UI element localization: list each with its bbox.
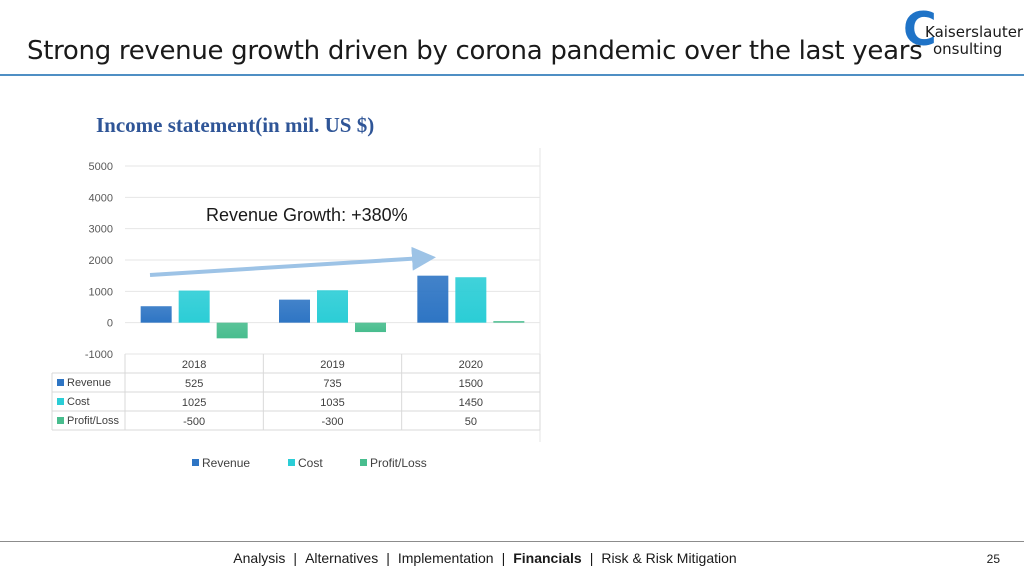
bar-cost-2019 — [317, 290, 348, 323]
y-tick-label: 4000 — [89, 192, 113, 204]
footer-divider — [0, 541, 1024, 542]
page-number: 25 — [986, 552, 1000, 566]
footer-separator: | — [386, 550, 390, 566]
bar-revenue-2019 — [279, 299, 310, 323]
legend-label: Profit/Loss — [370, 456, 427, 470]
table-legend-key-cost — [57, 398, 64, 405]
legend-key-revenue — [192, 459, 199, 466]
bar-profit-loss-2019 — [355, 322, 386, 333]
title-divider — [0, 74, 1024, 76]
table-legend-key-profit-loss — [57, 417, 64, 424]
footer-nav-financials[interactable]: Financials — [513, 550, 582, 566]
bar-revenue-2020 — [417, 275, 449, 323]
legend-label: Cost — [298, 456, 323, 470]
footer-nav-alternatives[interactable]: Alternatives — [305, 550, 379, 566]
table-header-cell: 2020 — [459, 359, 483, 371]
table-row-label: Revenue — [67, 377, 111, 389]
footer-nav-implementation[interactable]: Implementation — [397, 550, 494, 566]
legend-label: Revenue — [202, 456, 250, 470]
table-value-cell: 50 — [465, 416, 477, 428]
growth-arrow — [149, 246, 436, 277]
footer-separator: | — [501, 550, 506, 566]
table-value-cell: 1500 — [459, 378, 483, 390]
logo-letter: C — [903, 2, 937, 56]
footer-nav-risk-risk-mitigation[interactable]: Risk & Risk Mitigation — [601, 550, 737, 566]
y-tick-label: 3000 — [89, 224, 113, 236]
table-header-cell: 2018 — [182, 359, 206, 371]
bar-cost-2020 — [455, 277, 487, 323]
table-value-cell: 1450 — [459, 397, 483, 409]
bar-cost-2018 — [178, 290, 210, 323]
bar-revenue-2018 — [140, 306, 172, 323]
footer-nav-analysis[interactable]: Analysis — [233, 550, 286, 566]
table-value-cell: 735 — [323, 378, 341, 390]
chart-title: Income statement(in mil. US $) — [96, 113, 375, 137]
table-value-cell: -500 — [183, 416, 205, 428]
table-value-cell: 525 — [185, 378, 203, 390]
table-header-cell: 2019 — [320, 359, 344, 371]
company-logo: C Kaiserslautern onsulting — [903, 6, 1024, 60]
footer-separator: | — [589, 550, 594, 566]
table-row-label: Cost — [67, 396, 90, 408]
revenue-growth-annotation: Revenue Growth: +380% — [206, 205, 408, 225]
y-tick-label: 0 — [107, 318, 113, 330]
y-tick-label: -1000 — [85, 349, 113, 361]
legend-key-profit-loss — [360, 459, 367, 466]
y-tick-label: 5000 — [89, 161, 113, 173]
logo-line-1: Kaiserslautern — [925, 23, 1024, 41]
legend-key-cost — [288, 459, 295, 466]
table-value-cell: -300 — [321, 416, 343, 428]
bar-profit-loss-2020 — [493, 321, 525, 323]
table-value-cell: 1025 — [182, 397, 206, 409]
y-tick-label: 2000 — [89, 255, 113, 267]
bar-profit-loss-2018 — [216, 322, 248, 339]
table-legend-key-revenue — [57, 379, 64, 386]
logo-line-2: onsulting — [933, 40, 1003, 58]
table-row-label: Profit/Loss — [67, 415, 119, 427]
footer-separator: | — [293, 550, 298, 566]
y-tick-label: 1000 — [89, 286, 113, 298]
footer-nav: Analysis | Alternatives | Implementation | Fin… — [0, 550, 970, 566]
table-value-cell: 1035 — [320, 397, 344, 409]
slide-title: Strong revenue growth driven by corona p… — [27, 36, 923, 66]
